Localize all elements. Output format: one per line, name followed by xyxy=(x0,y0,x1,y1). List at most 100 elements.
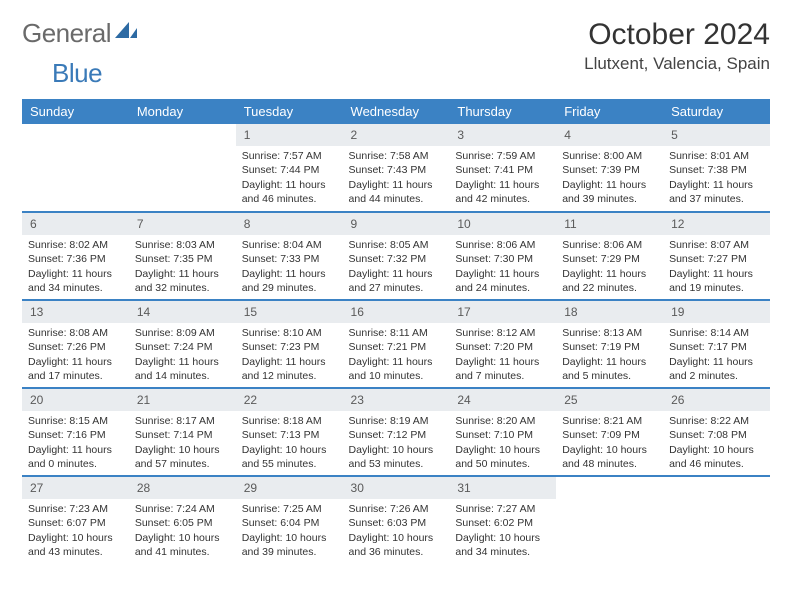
calendar-cell: 14Sunrise: 8:09 AMSunset: 7:24 PMDayligh… xyxy=(129,300,236,388)
day-detail-line: Sunset: 7:26 PM xyxy=(28,340,123,354)
day-number: 15 xyxy=(236,301,343,323)
day-detail-line: Daylight: 11 hours and 19 minutes. xyxy=(669,267,764,295)
day-number: 30 xyxy=(343,477,450,499)
calendar-row: 20Sunrise: 8:15 AMSunset: 7:16 PMDayligh… xyxy=(22,388,770,476)
day-detail-line: Sunrise: 8:06 AM xyxy=(562,238,657,252)
day-detail-line: Sunrise: 8:07 AM xyxy=(669,238,764,252)
month-title: October 2024 xyxy=(584,18,770,52)
day-detail-line: Sunrise: 8:13 AM xyxy=(562,326,657,340)
calendar-cell: 3Sunrise: 7:59 AMSunset: 7:41 PMDaylight… xyxy=(449,124,556,212)
calendar-cell: 27Sunrise: 7:23 AMSunset: 6:07 PMDayligh… xyxy=(22,476,129,564)
day-detail-line: Sunset: 7:08 PM xyxy=(669,428,764,442)
day-details: Sunrise: 8:15 AMSunset: 7:16 PMDaylight:… xyxy=(22,411,129,475)
calendar-cell: 5Sunrise: 8:01 AMSunset: 7:38 PMDaylight… xyxy=(663,124,770,212)
calendar-cell xyxy=(129,124,236,212)
calendar-cell: 16Sunrise: 8:11 AMSunset: 7:21 PMDayligh… xyxy=(343,300,450,388)
day-detail-line: Sunset: 7:35 PM xyxy=(135,252,230,266)
title-block: October 2024 Llutxent, Valencia, Spain xyxy=(584,18,770,74)
day-detail-line: Sunset: 7:13 PM xyxy=(242,428,337,442)
calendar-cell: 30Sunrise: 7:26 AMSunset: 6:03 PMDayligh… xyxy=(343,476,450,564)
day-detail-line: Sunrise: 8:11 AM xyxy=(349,326,444,340)
day-number xyxy=(663,477,770,483)
day-number: 3 xyxy=(449,124,556,146)
day-details: Sunrise: 7:58 AMSunset: 7:43 PMDaylight:… xyxy=(343,146,450,210)
day-detail-line: Daylight: 10 hours and 46 minutes. xyxy=(669,443,764,471)
day-detail-line: Sunrise: 8:00 AM xyxy=(562,149,657,163)
day-detail-line: Sunset: 7:29 PM xyxy=(562,252,657,266)
day-detail-line: Sunset: 7:41 PM xyxy=(455,163,550,177)
day-detail-line: Sunrise: 7:25 AM xyxy=(242,502,337,516)
day-detail-line: Sunrise: 8:01 AM xyxy=(669,149,764,163)
day-detail-line: Sunset: 7:44 PM xyxy=(242,163,337,177)
day-detail-line: Sunset: 7:12 PM xyxy=(349,428,444,442)
day-number: 19 xyxy=(663,301,770,323)
day-detail-line: Daylight: 10 hours and 57 minutes. xyxy=(135,443,230,471)
day-detail-line: Sunset: 7:27 PM xyxy=(669,252,764,266)
day-detail-line: Sunset: 7:16 PM xyxy=(28,428,123,442)
day-detail-line: Daylight: 11 hours and 37 minutes. xyxy=(669,178,764,206)
day-detail-line: Daylight: 11 hours and 39 minutes. xyxy=(562,178,657,206)
day-detail-line: Daylight: 11 hours and 24 minutes. xyxy=(455,267,550,295)
day-detail-line: Daylight: 11 hours and 0 minutes. xyxy=(28,443,123,471)
day-detail-line: Sunrise: 7:24 AM xyxy=(135,502,230,516)
day-number: 10 xyxy=(449,213,556,235)
day-detail-line: Sunrise: 7:58 AM xyxy=(349,149,444,163)
calendar-cell xyxy=(663,476,770,564)
day-detail-line: Sunrise: 8:08 AM xyxy=(28,326,123,340)
day-detail-line: Daylight: 11 hours and 17 minutes. xyxy=(28,355,123,383)
calendar-cell xyxy=(22,124,129,212)
day-detail-line: Daylight: 10 hours and 55 minutes. xyxy=(242,443,337,471)
day-detail-line: Daylight: 11 hours and 7 minutes. xyxy=(455,355,550,383)
calendar-cell: 29Sunrise: 7:25 AMSunset: 6:04 PMDayligh… xyxy=(236,476,343,564)
calendar-cell: 1Sunrise: 7:57 AMSunset: 7:44 PMDaylight… xyxy=(236,124,343,212)
day-number: 2 xyxy=(343,124,450,146)
day-detail-line: Daylight: 10 hours and 53 minutes. xyxy=(349,443,444,471)
day-details: Sunrise: 8:02 AMSunset: 7:36 PMDaylight:… xyxy=(22,235,129,299)
day-number: 29 xyxy=(236,477,343,499)
day-detail-line: Sunrise: 8:21 AM xyxy=(562,414,657,428)
day-detail-line: Daylight: 11 hours and 10 minutes. xyxy=(349,355,444,383)
day-number xyxy=(22,124,129,130)
day-details: Sunrise: 8:12 AMSunset: 7:20 PMDaylight:… xyxy=(449,323,556,387)
day-detail-line: Daylight: 11 hours and 32 minutes. xyxy=(135,267,230,295)
day-detail-line: Sunset: 7:33 PM xyxy=(242,252,337,266)
day-detail-line: Daylight: 10 hours and 39 minutes. xyxy=(242,531,337,559)
day-number: 25 xyxy=(556,389,663,411)
day-details: Sunrise: 8:01 AMSunset: 7:38 PMDaylight:… xyxy=(663,146,770,210)
day-detail-line: Daylight: 10 hours and 34 minutes. xyxy=(455,531,550,559)
calendar-body: 1Sunrise: 7:57 AMSunset: 7:44 PMDaylight… xyxy=(22,124,770,564)
day-detail-line: Sunset: 7:24 PM xyxy=(135,340,230,354)
day-number: 21 xyxy=(129,389,236,411)
logo: General xyxy=(22,18,139,49)
day-detail-line: Sunrise: 8:04 AM xyxy=(242,238,337,252)
day-detail-line: Sunset: 7:14 PM xyxy=(135,428,230,442)
day-detail-line: Sunset: 7:32 PM xyxy=(349,252,444,266)
logo-text-1: General xyxy=(22,18,111,49)
calendar-cell: 6Sunrise: 8:02 AMSunset: 7:36 PMDaylight… xyxy=(22,212,129,300)
day-number: 18 xyxy=(556,301,663,323)
day-detail-line: Daylight: 10 hours and 43 minutes. xyxy=(28,531,123,559)
calendar-cell: 9Sunrise: 8:05 AMSunset: 7:32 PMDaylight… xyxy=(343,212,450,300)
day-details: Sunrise: 7:27 AMSunset: 6:02 PMDaylight:… xyxy=(449,499,556,563)
calendar-cell: 2Sunrise: 7:58 AMSunset: 7:43 PMDaylight… xyxy=(343,124,450,212)
day-detail-line: Sunset: 6:03 PM xyxy=(349,516,444,530)
day-number: 20 xyxy=(22,389,129,411)
calendar-cell: 31Sunrise: 7:27 AMSunset: 6:02 PMDayligh… xyxy=(449,476,556,564)
day-details: Sunrise: 8:11 AMSunset: 7:21 PMDaylight:… xyxy=(343,323,450,387)
day-detail-line: Sunset: 7:23 PM xyxy=(242,340,337,354)
day-details: Sunrise: 8:09 AMSunset: 7:24 PMDaylight:… xyxy=(129,323,236,387)
day-detail-line: Sunrise: 7:26 AM xyxy=(349,502,444,516)
day-detail-line: Sunset: 7:19 PM xyxy=(562,340,657,354)
day-number: 22 xyxy=(236,389,343,411)
day-detail-line: Daylight: 10 hours and 50 minutes. xyxy=(455,443,550,471)
calendar-cell: 13Sunrise: 8:08 AMSunset: 7:26 PMDayligh… xyxy=(22,300,129,388)
day-number: 6 xyxy=(22,213,129,235)
calendar-cell: 18Sunrise: 8:13 AMSunset: 7:19 PMDayligh… xyxy=(556,300,663,388)
day-header: Monday xyxy=(129,99,236,124)
day-detail-line: Sunrise: 7:59 AM xyxy=(455,149,550,163)
day-number xyxy=(129,124,236,130)
calendar-row: 13Sunrise: 8:08 AMSunset: 7:26 PMDayligh… xyxy=(22,300,770,388)
day-details: Sunrise: 8:05 AMSunset: 7:32 PMDaylight:… xyxy=(343,235,450,299)
calendar-cell: 24Sunrise: 8:20 AMSunset: 7:10 PMDayligh… xyxy=(449,388,556,476)
day-details: Sunrise: 8:10 AMSunset: 7:23 PMDaylight:… xyxy=(236,323,343,387)
